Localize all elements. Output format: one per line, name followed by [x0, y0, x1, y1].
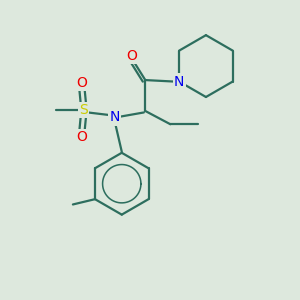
Text: O: O [127, 49, 137, 63]
Text: S: S [79, 103, 88, 117]
Text: N: N [109, 110, 120, 124]
Text: N: N [174, 74, 184, 88]
Text: O: O [76, 130, 87, 144]
Text: O: O [76, 76, 87, 90]
